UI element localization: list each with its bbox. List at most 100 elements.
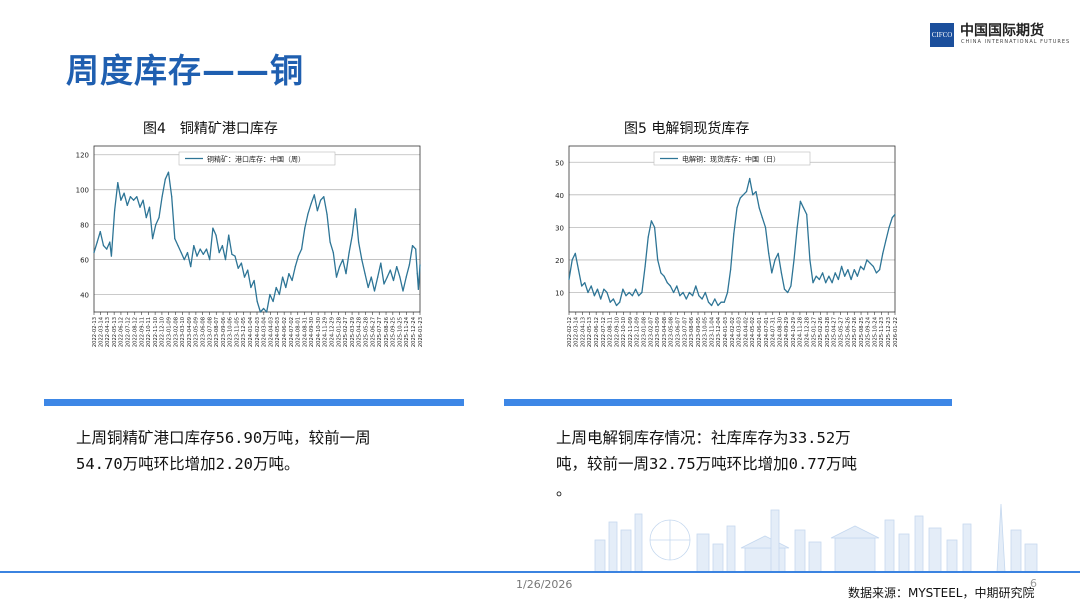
- x-tick-label: 2024-06-02: [282, 317, 288, 347]
- data-point: [228, 234, 230, 236]
- data-point: [644, 265, 646, 267]
- data-point: [679, 295, 681, 297]
- data-point: [351, 234, 353, 236]
- logo-name-en: CHINA INTERNATIONAL FUTURES: [961, 39, 1071, 45]
- data-point: [152, 238, 154, 240]
- x-tick-label: 2024-12-29: [330, 317, 336, 347]
- left-divider-bar: [44, 399, 464, 406]
- data-point: [96, 241, 98, 243]
- x-tick-label: 2024-07-02: [289, 317, 295, 347]
- data-point: [215, 234, 217, 236]
- x-tick-label: 2025-01-28: [336, 317, 342, 347]
- x-tick-label: 2023-09-06: [221, 317, 227, 347]
- data-point: [405, 276, 407, 278]
- x-tick-label: 2022-02-12: [567, 317, 573, 347]
- data-point: [660, 272, 662, 274]
- x-tick-label: 2025-05-27: [838, 317, 844, 347]
- data-point: [161, 196, 163, 198]
- x-tick-label: 2022-08-11: [608, 317, 614, 347]
- data-point: [882, 252, 884, 254]
- legend-box: [653, 151, 811, 166]
- figure-5-title: 图5 电解铜现货库存: [624, 121, 750, 137]
- x-tick-label: 2024-10-30: [316, 317, 322, 347]
- x-tick-label: 2023-01-09: [167, 317, 173, 347]
- data-point: [774, 259, 776, 261]
- x-tick-label: 2025-06-27: [370, 317, 376, 347]
- data-point: [256, 300, 258, 303]
- data-point: [323, 196, 325, 198]
- page-number: 6: [1030, 577, 1037, 590]
- y-tick-label: 40: [80, 292, 89, 300]
- data-point: [726, 291, 729, 294]
- data-point: [869, 262, 871, 264]
- data-point: [304, 227, 306, 229]
- data-point: [837, 278, 839, 281]
- x-tick-label: 2025-12-23: [886, 317, 892, 347]
- right-description: 上周电解铜库存情况：社库库存为33.52万 吨，较前一周32.75万吨环比增加0…: [556, 425, 976, 503]
- data-point: [641, 291, 643, 294]
- chart-electrolytic-copper-spot-inventory: 10 20 30 40 50 2022-02-12 2022-03-14 2022-04-13…: [555, 145, 899, 347]
- data-point: [593, 295, 595, 297]
- data-point: [272, 300, 274, 303]
- x-tick-label: 2022-03-14: [574, 316, 580, 347]
- data-point: [266, 311, 268, 313]
- data-point: [259, 311, 261, 313]
- data-point: [174, 238, 176, 240]
- x-tick-label: 2025-09-24: [866, 316, 872, 347]
- data-point: [698, 295, 700, 297]
- x-tick-label: 2022-04-13: [580, 317, 586, 347]
- data-point: [307, 213, 309, 215]
- data-point: [373, 290, 376, 292]
- data-point: [145, 217, 147, 219]
- data-point: [383, 283, 385, 285]
- data-point: [793, 259, 795, 261]
- data-point: [313, 194, 315, 196]
- x-tick-label: 2024-02-02: [730, 317, 736, 347]
- data-point: [891, 217, 893, 219]
- x-tick-label: 2023-06-08: [200, 317, 206, 347]
- data-point: [825, 282, 827, 284]
- data-point: [818, 278, 820, 281]
- data-point: [574, 252, 576, 254]
- left-description: 上周铜精矿港口库存56.90万吨，较前一周 54.70万吨环比增加2.20万吨。: [76, 425, 466, 477]
- data-point: [332, 252, 334, 254]
- data-point: [247, 269, 249, 271]
- data-point: [581, 285, 583, 287]
- data-point: [320, 199, 322, 201]
- x-tick-label: 2025-07-26: [852, 317, 858, 347]
- left-description-line: 54.70万吨环比增加2.20万吨。: [76, 455, 300, 473]
- data-point: [600, 298, 602, 300]
- x-tick-label: 2024-07-31: [771, 317, 777, 347]
- city-skyline-illustration: [594, 503, 1038, 572]
- y-tick-label: 40: [555, 192, 564, 200]
- data-point: [615, 304, 618, 307]
- x-tick-label: 2023-03-09: [655, 317, 661, 347]
- data-point: [612, 298, 614, 300]
- cifco-logo-mark: CIFCO: [930, 23, 954, 47]
- right-description-line: 。: [556, 481, 572, 499]
- data-point: [853, 269, 855, 271]
- data-point: [278, 293, 280, 296]
- x-tick-label: 2022-07-12: [126, 317, 132, 347]
- data-point: [243, 276, 246, 278]
- data-point: [177, 245, 179, 247]
- data-point: [711, 304, 713, 307]
- x-tick-label: 2024-01-03: [723, 317, 729, 347]
- data-point: [237, 267, 239, 269]
- data-point: [193, 245, 195, 247]
- data-point: [389, 269, 391, 271]
- data-point: [408, 264, 410, 266]
- x-tick-label: 2022-07-12: [601, 317, 607, 347]
- data-point: [752, 194, 754, 196]
- data-point: [894, 213, 896, 215]
- x-tick-label: 2024-09-29: [784, 317, 790, 347]
- data-point: [638, 295, 640, 297]
- data-point: [231, 253, 233, 255]
- data-point: [329, 241, 331, 243]
- x-tick-label: 2023-04-08: [662, 317, 668, 347]
- data-point: [577, 269, 580, 271]
- x-tick-label: 2024-08-30: [777, 317, 783, 347]
- data-point: [380, 262, 382, 264]
- data-point: [768, 252, 770, 254]
- y-tick-label: 50: [555, 159, 564, 167]
